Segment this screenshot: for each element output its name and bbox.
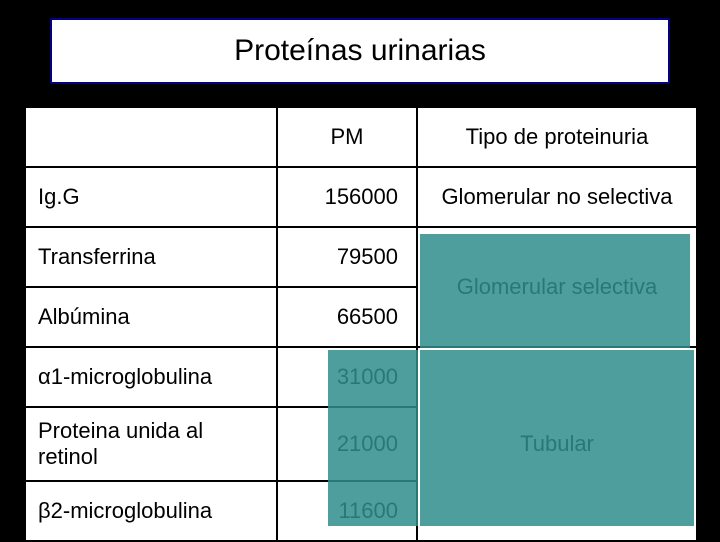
cell-tipo: Glomerular selectiva xyxy=(417,227,697,347)
cell-pm: 11600 xyxy=(277,481,417,541)
cell-tipo: Glomerular no selectiva xyxy=(417,167,697,227)
cell-name: Transferrina xyxy=(25,227,277,287)
table-row: Transferrina 79500 Glomerular selectiva xyxy=(25,227,697,287)
slide: Proteínas urinarias PM Tipo de proteinur… xyxy=(0,0,720,540)
table-row: PM Tipo de proteinuria xyxy=(25,107,697,167)
cell-name: α1-microglobulina xyxy=(25,347,277,407)
slide-title: Proteínas urinarias xyxy=(234,34,486,67)
cell-pm: 31000 xyxy=(277,347,417,407)
title-box: Proteínas urinarias xyxy=(50,18,670,84)
header-pm: PM xyxy=(277,107,417,167)
cell-name: β2-microglobulina xyxy=(25,481,277,541)
cell-name: Proteina unida al retinol xyxy=(25,407,277,481)
cell-pm: 21000 xyxy=(277,407,417,481)
header-tipo: Tipo de proteinuria xyxy=(417,107,697,167)
table-wrap: PM Tipo de proteinuria Ig.G 156000 Glome… xyxy=(24,106,696,542)
cell-pm: 79500 xyxy=(277,227,417,287)
cell-pm: 156000 xyxy=(277,167,417,227)
proteins-table: PM Tipo de proteinuria Ig.G 156000 Glome… xyxy=(24,106,698,542)
cell-pm: 66500 xyxy=(277,287,417,347)
cell-tipo: Tubular xyxy=(417,347,697,541)
table-row: Ig.G 156000 Glomerular no selectiva xyxy=(25,167,697,227)
cell-name: Albúmina xyxy=(25,287,277,347)
table-row: α1-microglobulina 31000 Tubular xyxy=(25,347,697,407)
header-empty xyxy=(25,107,277,167)
cell-name: Ig.G xyxy=(25,167,277,227)
